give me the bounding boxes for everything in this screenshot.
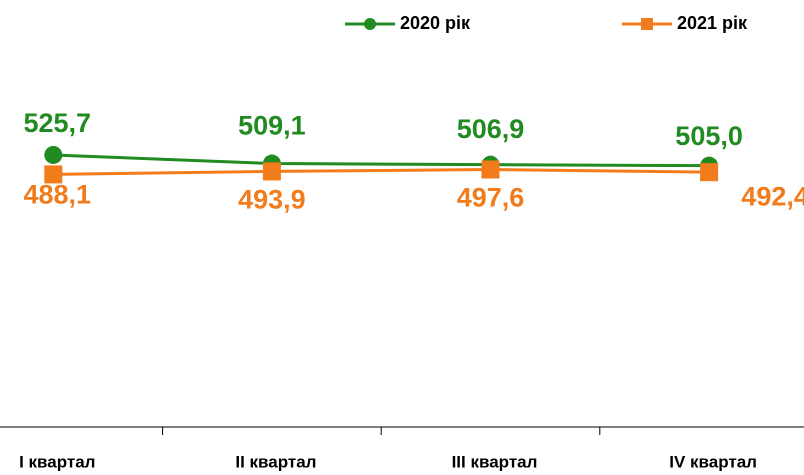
legend-label: 2020 рік [400, 13, 471, 33]
data-label: 525,7 [24, 108, 92, 138]
data-label: 488,1 [24, 180, 92, 210]
data-label: 497,6 [457, 183, 525, 213]
legend-label: 2021 рік [677, 13, 748, 33]
point [481, 160, 500, 179]
x-tick-label: II квартал [235, 452, 316, 471]
x-tick-label: IV квартал [669, 452, 757, 471]
point [44, 145, 63, 164]
point [700, 163, 719, 182]
data-label: 493,9 [238, 185, 306, 215]
x-tick-label: I квартал [19, 452, 95, 471]
x-tick-label: III квартал [452, 452, 538, 471]
legend-marker [641, 18, 653, 30]
point [44, 165, 63, 184]
series-line [53, 167, 710, 176]
series-line [53, 153, 710, 168]
data-label: 492,4 [741, 181, 804, 211]
data-label: 505,0 [675, 121, 743, 151]
legend-marker [364, 18, 376, 30]
data-label: 509,1 [238, 111, 306, 141]
point [262, 162, 281, 181]
data-label: 506,9 [457, 114, 525, 144]
